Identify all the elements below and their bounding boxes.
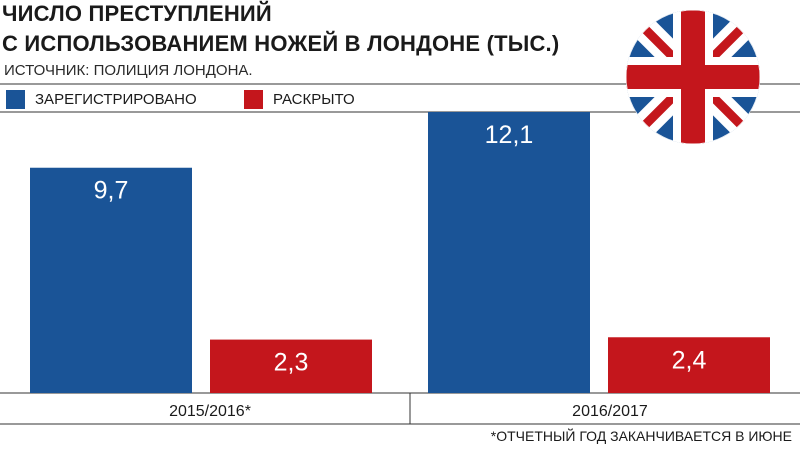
value-label-registered-2: 12,1 (485, 121, 534, 149)
footnote: *ОТЧЕТНЫЙ ГОД ЗАКАНЧИВАЕТСЯ В ИЮНЕ (490, 428, 792, 444)
x-tick-label-2: 2016/2017 (572, 403, 648, 420)
value-label-solved-1: 2,3 (274, 349, 309, 377)
legend-item-solved: РАСКРЫТО (244, 89, 355, 109)
legend-swatch-solved (244, 89, 263, 109)
bar-solved-2 (608, 337, 770, 393)
value-label-registered-1: 9,7 (94, 177, 129, 205)
legend-label-solved: РАСКРЫТО (273, 90, 355, 108)
value-label-solved-2: 2,4 (672, 346, 707, 374)
bar-registered-2 (428, 112, 590, 393)
legend-swatch-registered (6, 89, 25, 109)
bar-solved-1 (210, 339, 372, 393)
legend-item-registered: ЗАРЕГИСТРИРОВАНО (6, 89, 197, 109)
chart-title-line-2: С ИСПОЛЬЗОВАНИЕМ НОЖЕЙ В ЛОНДОНЕ (ТЫС.) (2, 31, 560, 56)
bar-registered-1 (30, 167, 192, 393)
legend-label-registered: ЗАРЕГИСТРИРОВАНО (35, 90, 197, 108)
source-note: ИСТОЧНИК: ПОЛИЦИЯ ЛОНДОНА. (4, 62, 253, 79)
chart-title-line-1: ЧИСЛО ПРЕСТУПЛЕНИЙ (2, 1, 272, 26)
uk-flag-icon (626, 10, 760, 144)
x-tick-label-1: 2015/2016* (169, 403, 251, 420)
